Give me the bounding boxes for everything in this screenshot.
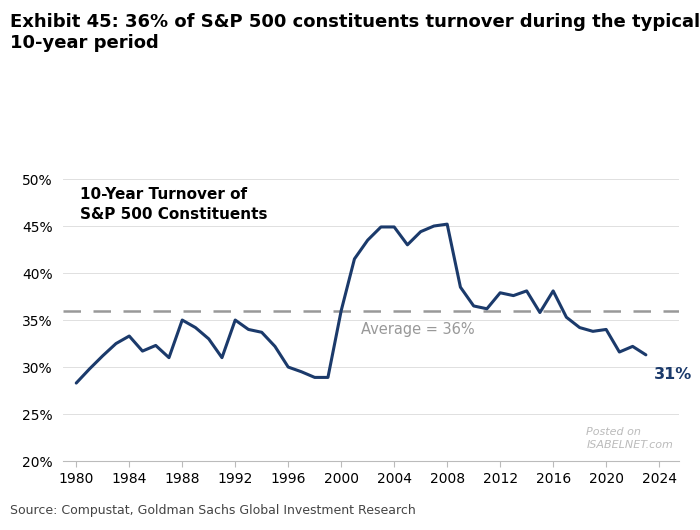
Text: 10-year period: 10-year period <box>10 34 160 52</box>
Text: Average = 36%: Average = 36% <box>361 322 475 337</box>
Text: Posted on
ISABELNET.com: Posted on ISABELNET.com <box>587 427 673 450</box>
Text: 31%: 31% <box>654 367 692 382</box>
Text: Exhibit 45: 36% of S&P 500 constituents turnover during the typical: Exhibit 45: 36% of S&P 500 constituents … <box>10 13 700 31</box>
Text: 10-Year Turnover of
S&P 500 Constituents: 10-Year Turnover of S&P 500 Constituents <box>80 187 267 222</box>
Text: Source: Compustat, Goldman Sachs Global Investment Research: Source: Compustat, Goldman Sachs Global … <box>10 504 416 517</box>
